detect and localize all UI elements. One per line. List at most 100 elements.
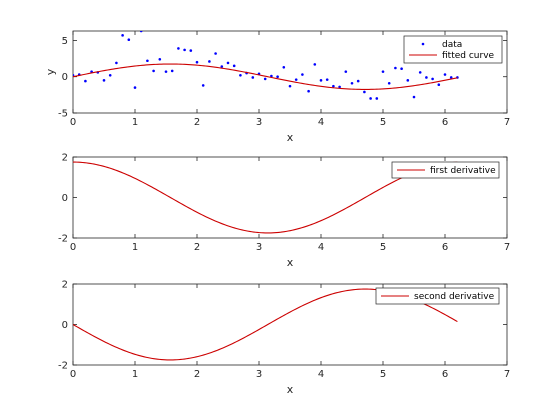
data-point bbox=[177, 47, 180, 50]
data-point bbox=[319, 79, 323, 82]
data-point bbox=[288, 84, 292, 88]
data-point bbox=[170, 69, 174, 73]
x-tick-label: 1 bbox=[132, 369, 138, 380]
data-point bbox=[369, 97, 372, 100]
data-point bbox=[344, 70, 348, 73]
data-point bbox=[307, 89, 310, 93]
x-tick-label: 0 bbox=[70, 242, 76, 253]
data-point bbox=[84, 79, 87, 83]
legend-label: data bbox=[442, 40, 462, 50]
x-tick-label: 3 bbox=[256, 242, 262, 253]
data-point bbox=[437, 83, 441, 86]
y-tick-label: -5 bbox=[58, 109, 68, 120]
legend-box bbox=[403, 35, 503, 64]
x-tick-label: 2 bbox=[194, 117, 200, 128]
data-point bbox=[127, 38, 131, 42]
data-point bbox=[350, 81, 354, 85]
plot-area bbox=[73, 161, 458, 234]
data-point bbox=[164, 70, 168, 73]
data-point bbox=[418, 71, 422, 74]
x-tick-label: 2 bbox=[194, 369, 200, 380]
data-point bbox=[201, 84, 205, 87]
x-tick-label: 4 bbox=[318, 242, 324, 253]
data-point bbox=[431, 77, 434, 81]
legend-box bbox=[391, 161, 500, 179]
x-axis-label: x bbox=[287, 131, 294, 144]
x-tick-label: 5 bbox=[380, 117, 386, 128]
data-point bbox=[338, 85, 341, 89]
data-point bbox=[220, 65, 224, 68]
x-axis-label: x bbox=[287, 256, 294, 269]
data-point bbox=[139, 31, 143, 33]
data-point bbox=[394, 66, 397, 70]
x-tick-label: 6 bbox=[442, 117, 448, 128]
legend-marker bbox=[421, 42, 425, 46]
data-point bbox=[387, 81, 391, 85]
y-tick-label: 2 bbox=[62, 153, 68, 164]
y-tick-label: 2 bbox=[62, 280, 68, 291]
legend: second derivative bbox=[375, 287, 500, 305]
x-tick-label: 4 bbox=[318, 369, 324, 380]
data-point bbox=[381, 70, 385, 73]
data-point bbox=[270, 74, 273, 78]
series-line-first-derivative bbox=[73, 161, 458, 234]
series-line-fitted-curve bbox=[73, 63, 458, 90]
plot-area bbox=[73, 31, 459, 100]
data-point bbox=[282, 65, 286, 69]
data-point bbox=[226, 61, 230, 65]
data-point bbox=[251, 76, 255, 79]
data-point bbox=[121, 34, 124, 37]
data-point bbox=[73, 73, 75, 77]
data-point bbox=[214, 52, 217, 55]
x-tick-label: 7 bbox=[504, 369, 510, 380]
x-tick-label: 5 bbox=[380, 369, 386, 380]
data-point bbox=[294, 78, 298, 81]
legend-label: second derivative bbox=[414, 292, 495, 302]
x-tick-label: 2 bbox=[194, 242, 200, 253]
x-tick-label: 3 bbox=[256, 369, 262, 380]
x-tick-label: 6 bbox=[442, 242, 448, 253]
x-tick-label: 1 bbox=[132, 117, 138, 128]
x-tick-label: 4 bbox=[318, 117, 324, 128]
y-tick-label: -2 bbox=[58, 361, 68, 372]
y-tick-label: 5 bbox=[62, 36, 68, 47]
data-point bbox=[301, 73, 304, 76]
data-point bbox=[363, 90, 366, 94]
data-point bbox=[313, 63, 317, 66]
data-point bbox=[263, 77, 267, 81]
x-tick-label: 0 bbox=[70, 117, 76, 128]
x-axis-label: x bbox=[287, 383, 294, 396]
x-tick-label: 0 bbox=[70, 369, 76, 380]
data-point bbox=[276, 75, 279, 79]
data-point bbox=[449, 76, 453, 79]
data-point bbox=[239, 73, 242, 77]
data-point bbox=[412, 95, 416, 99]
x-tick-label: 1 bbox=[132, 242, 138, 253]
data-point bbox=[400, 67, 403, 71]
data-point bbox=[232, 64, 236, 68]
y-tick-label: -2 bbox=[58, 234, 68, 245]
x-tick-label: 7 bbox=[504, 242, 510, 253]
y-tick-label: 0 bbox=[62, 72, 68, 83]
data-point bbox=[325, 78, 329, 81]
y-tick-label: 0 bbox=[62, 193, 68, 204]
data-point bbox=[183, 48, 186, 52]
legend: first derivative bbox=[391, 161, 500, 179]
x-tick-label: 7 bbox=[504, 117, 510, 128]
data-point bbox=[208, 60, 211, 63]
data-point bbox=[102, 79, 106, 82]
data-point bbox=[133, 86, 137, 89]
data-point bbox=[332, 84, 335, 88]
legend-label: fitted curve bbox=[442, 51, 495, 61]
data-point bbox=[425, 76, 428, 79]
data-point bbox=[375, 97, 379, 100]
data-point bbox=[406, 79, 410, 82]
data-point bbox=[146, 59, 149, 63]
data-point bbox=[195, 60, 199, 64]
y-axis-label: y bbox=[44, 68, 57, 75]
data-point bbox=[152, 69, 155, 73]
